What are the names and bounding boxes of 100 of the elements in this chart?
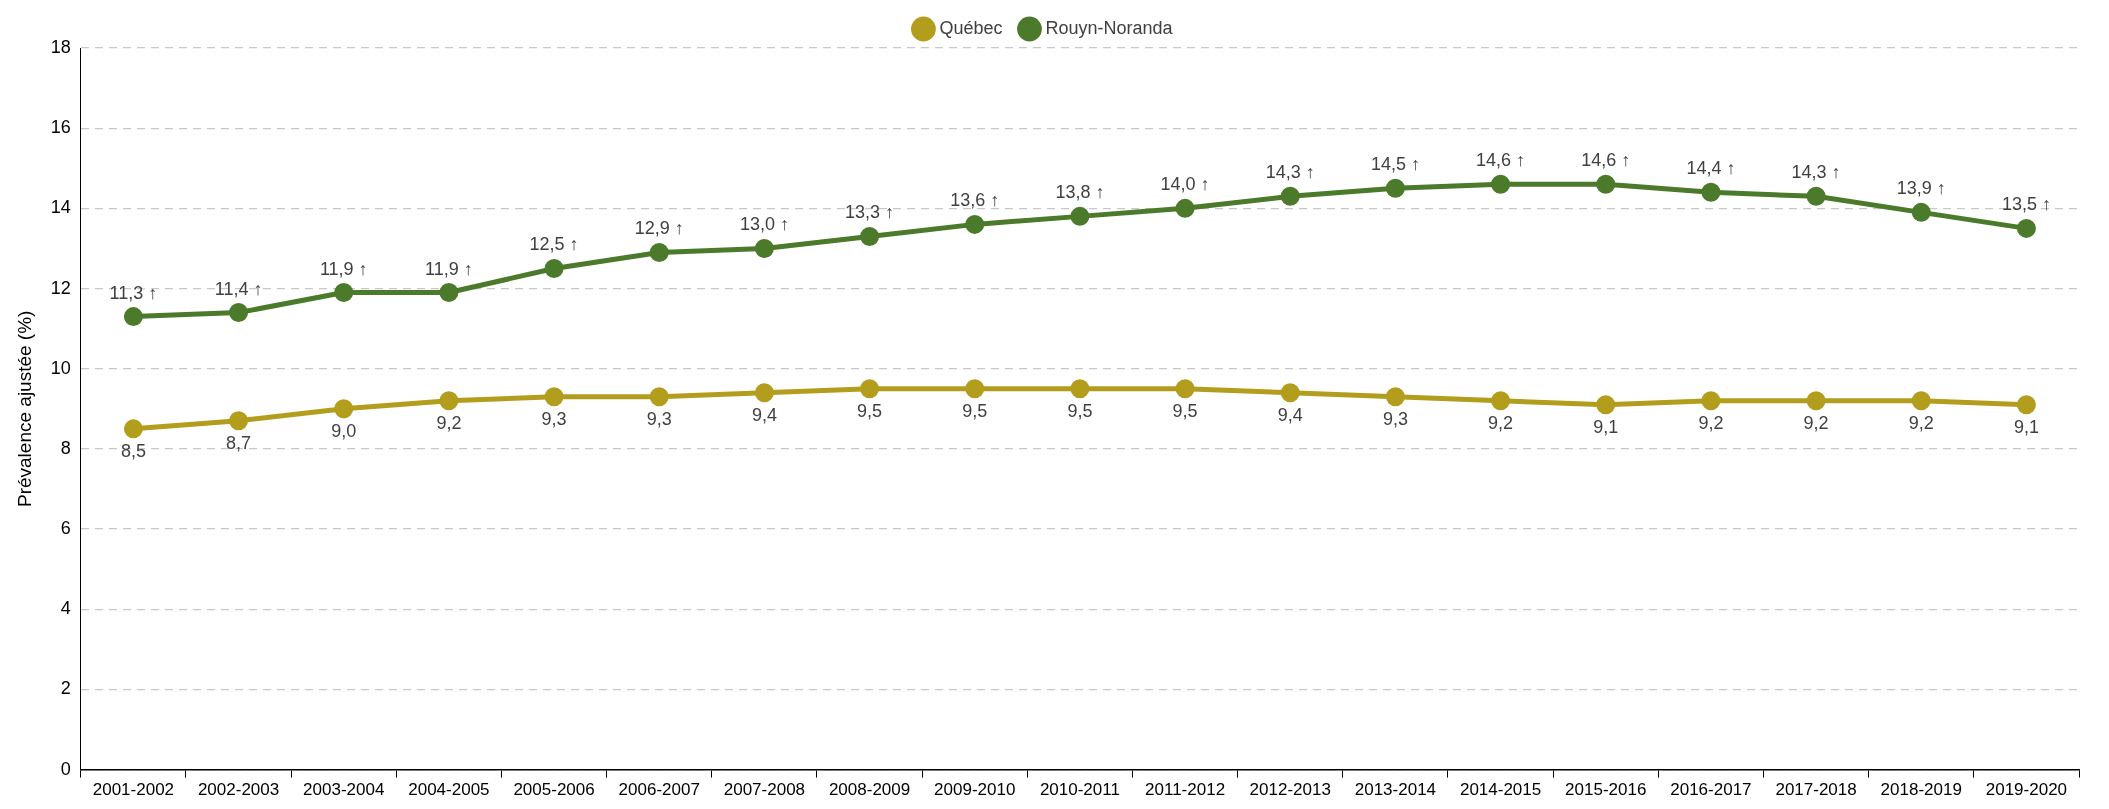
data-label: 9,4 <box>1277 404 1303 425</box>
point <box>334 283 354 303</box>
y-axis-title: Prévalence ajustée (%) <box>13 310 35 508</box>
point <box>334 399 354 419</box>
point <box>965 379 985 399</box>
data-label: 13,8 ↑ <box>1055 182 1105 203</box>
data-label: 9,2 <box>1803 412 1829 433</box>
legend-label: Rouyn-Noranda <box>1045 17 1174 38</box>
point <box>123 307 143 327</box>
y-tick-label: 0 <box>60 758 71 779</box>
point <box>1701 182 1721 202</box>
point <box>1280 186 1300 206</box>
y-tick-label: 2 <box>60 678 71 699</box>
data-label: 11,3 ↑ <box>109 282 158 303</box>
point <box>229 303 249 323</box>
point <box>649 387 669 407</box>
point <box>1385 387 1405 407</box>
point <box>229 411 249 431</box>
point <box>439 391 459 411</box>
x-tick-label: 2002-2003 <box>197 780 280 800</box>
point <box>754 383 774 403</box>
y-tick-label: 12 <box>50 277 71 298</box>
data-label: 14,4 ↑ <box>1686 158 1736 179</box>
point <box>439 283 459 303</box>
point <box>860 226 880 246</box>
point <box>965 214 985 234</box>
data-label: 13,9 ↑ <box>1896 178 1946 199</box>
point <box>1491 391 1511 411</box>
data-label: 9,2 <box>1908 412 1934 433</box>
point <box>1385 178 1405 198</box>
point <box>1175 198 1195 218</box>
y-tick-label: 18 <box>50 36 71 57</box>
data-label: 8,7 <box>226 432 252 453</box>
data-label: 9,2 <box>1698 412 1724 433</box>
x-tick-label: 2014-2015 <box>1459 780 1542 800</box>
x-tick-label: 2019-2020 <box>1985 780 2068 800</box>
data-label: 9,5 <box>1067 400 1093 421</box>
point <box>1911 202 1931 222</box>
data-label: 9,1 <box>1593 416 1619 437</box>
data-label: 9,5 <box>1172 400 1198 421</box>
x-tick-label: 2008-2009 <box>828 780 911 800</box>
x-tick-label: 2012-2013 <box>1249 780 1331 800</box>
data-label: 11,4 ↑ <box>214 278 263 299</box>
y-tick-label: 4 <box>60 598 71 619</box>
point <box>1806 186 1826 206</box>
data-label: 9,3 <box>541 408 567 429</box>
data-label: 9,3 <box>1382 408 1408 429</box>
x-tick-label: 2001-2002 <box>92 780 175 800</box>
y-tick-label: 8 <box>60 437 71 458</box>
data-label: 9,2 <box>1488 412 1514 433</box>
data-label: 9,0 <box>331 420 357 441</box>
point <box>544 387 564 407</box>
data-label: 9,2 <box>436 412 462 433</box>
x-tick-label: 2010-2011 <box>1039 780 1120 800</box>
data-label: 9,5 <box>962 400 988 421</box>
data-label: 14,0 ↑ <box>1160 174 1210 195</box>
data-label: 11,9 ↑ <box>319 258 368 279</box>
point <box>649 242 669 262</box>
point <box>123 419 143 439</box>
point <box>1070 379 1090 399</box>
data-label: 13,3 ↑ <box>845 202 895 223</box>
data-label: 9,3 <box>646 408 672 429</box>
data-label: 12,5 ↑ <box>529 234 579 255</box>
point <box>1280 383 1300 403</box>
x-tick-label: 2007-2008 <box>723 780 806 800</box>
data-label: 13,5 ↑ <box>2001 194 2051 215</box>
data-label: 8,5 <box>120 440 146 461</box>
x-tick-label: 2017-2018 <box>1775 780 1857 800</box>
point <box>1070 206 1090 226</box>
y-tick-label: 10 <box>50 357 71 378</box>
y-tick-label: 6 <box>60 518 71 539</box>
point <box>1806 391 1826 411</box>
data-label: 14,3 ↑ <box>1265 162 1315 183</box>
data-label: 14,6 ↑ <box>1581 150 1631 171</box>
data-label: 11,9 ↑ <box>425 258 473 279</box>
point <box>1596 395 1616 415</box>
point <box>544 258 564 278</box>
x-tick-label: 2006-2007 <box>618 780 700 800</box>
point <box>754 238 774 258</box>
x-tick-label: 2013-2014 <box>1354 780 1437 800</box>
point <box>1596 174 1616 194</box>
point <box>2016 218 2036 238</box>
point <box>2016 395 2036 415</box>
point <box>860 379 880 399</box>
data-label: 9,1 <box>2013 416 2039 437</box>
data-label: 9,4 <box>751 404 777 425</box>
x-tick-label: 2009-2010 <box>934 780 1016 800</box>
x-tick-label: 2016-2017 <box>1670 780 1752 800</box>
x-tick-label: 2015-2016 <box>1565 780 1647 800</box>
x-tick-label: 2011-2012 <box>1145 780 1226 800</box>
data-label: 14,3 ↑ <box>1791 162 1841 183</box>
point <box>1491 174 1511 194</box>
y-tick-label: 16 <box>50 117 71 138</box>
x-tick-label: 2004-2005 <box>408 780 490 800</box>
x-tick-label: 2018-2019 <box>1880 780 1962 800</box>
legend-label: Québec <box>939 17 1003 38</box>
data-label: 9,5 <box>857 400 883 421</box>
data-label: 14,6 ↑ <box>1476 150 1526 171</box>
data-label: 12,9 ↑ <box>634 218 684 239</box>
y-tick-label: 14 <box>50 197 71 218</box>
